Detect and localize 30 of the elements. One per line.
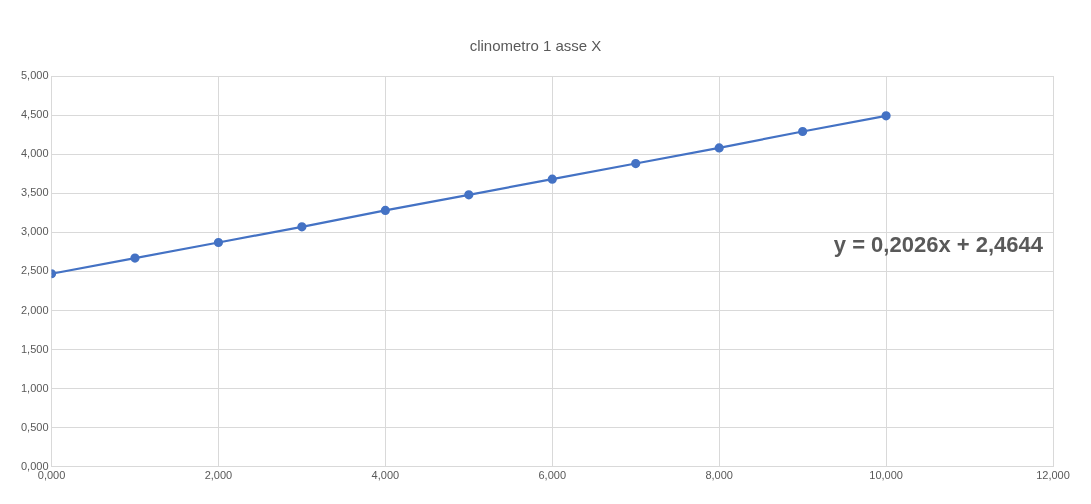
point: [798, 126, 808, 137]
y-tick-label: 1,500: [21, 342, 49, 355]
x-tick-label: 10,000: [869, 469, 903, 482]
y-tick-label: 5,000: [21, 69, 49, 82]
point: [464, 190, 474, 200]
x-tick-label: 6,000: [538, 469, 567, 482]
point: [380, 205, 390, 216]
x-tick-label: 4,000: [371, 469, 400, 482]
point: [631, 158, 641, 169]
y-tick-label: 2,000: [21, 303, 49, 316]
point: [213, 237, 224, 248]
x-tick-label: 0,000: [37, 469, 66, 482]
y-tick-label: 0,500: [21, 420, 49, 433]
x-tick-label: 12,000: [1036, 469, 1070, 482]
y-tick-label: 0,000: [21, 459, 49, 472]
y-tick-label: 4,000: [21, 147, 49, 160]
y-tick-label: 4,500: [21, 108, 49, 121]
x-tick-label: 2,000: [204, 469, 233, 482]
x-tick-label: 8,000: [705, 469, 733, 482]
point: [714, 143, 724, 153]
point: [130, 253, 140, 263]
point: [547, 174, 557, 184]
point: [297, 222, 307, 232]
point: [881, 111, 891, 121]
y-tick-label: 3,000: [21, 225, 49, 238]
chart-title: clinometro 1 asse X: [469, 37, 602, 55]
y-tick-label: 1,000: [21, 381, 49, 394]
annotation: y = 0,2026x + 2,4644: [833, 232, 1044, 258]
y-tick-label: 2,500: [21, 264, 49, 277]
y-tick-label: 3,500: [21, 186, 49, 199]
